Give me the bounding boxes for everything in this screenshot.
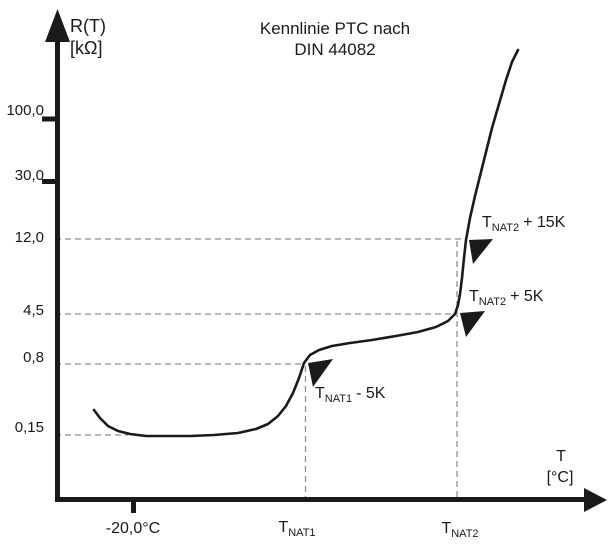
tnat1-sub: NAT1 — [288, 527, 316, 540]
ann5k-sub: NAT2 — [478, 296, 507, 309]
ann15k-base: T — [482, 214, 492, 231]
y-tick-label-4-5: 4,5 — [23, 302, 44, 319]
marker-triangle-tnat2-plus-15k — [469, 239, 493, 264]
annotation-tnat2-plus-15k: TNAT2 + 15K — [482, 214, 566, 235]
annotation-tnat2-plus-5k: TNAT2 + 5K — [469, 288, 544, 309]
annm5k-sub: NAT1 — [324, 393, 353, 406]
chart-title-line2: DIN 44082 — [294, 40, 376, 59]
ann5k-base: T — [469, 288, 479, 305]
x-axis-quantity-label: T — [556, 448, 566, 465]
x-tick-label-tnat1: TNAT1 — [232, 519, 362, 540]
chart-title-line1: Kennlinie PTC nach — [259, 19, 411, 38]
x-axis-arrow-icon — [584, 488, 607, 512]
marker-triangle-tnat1-minus-5k — [308, 359, 333, 387]
y-tick-label-0-15: 0,15 — [14, 419, 44, 436]
tnat2-base: T — [441, 520, 452, 537]
ann5k-rest: + 5K — [510, 288, 544, 305]
y-axis-quantity-label: R(T) — [70, 16, 106, 36]
x-axis-unit-label: [°C] — [546, 469, 574, 486]
annotation-tnat1-minus-5k: TNAT1- 5K — [315, 385, 386, 406]
y-axis-unit-label: [kΩ] — [70, 38, 103, 58]
tnat2-sub: NAT2 — [451, 528, 479, 541]
x-tick-label-minus20: -20,0°C — [105, 520, 161, 537]
tnat1-base: T — [278, 519, 289, 536]
ann15k-rest: + 15K — [523, 214, 566, 231]
y-axis-arrow-icon — [45, 9, 70, 42]
x-tick-label-tnat2: TNAT2 — [395, 520, 525, 541]
y-tick-label-0-8: 0,8 — [23, 349, 44, 366]
ann15k-sub: NAT2 — [491, 222, 520, 235]
y-tick-label-30: 30,0 — [14, 167, 44, 184]
ptc-curve — [92, 48, 520, 438]
y-tick-label-100: 100,0 — [6, 102, 44, 119]
marker-triangle-tnat2-plus-5k — [460, 311, 485, 337]
annm5k-base: T — [315, 385, 325, 402]
annm5k-rest: - 5K — [356, 385, 386, 402]
y-tick-label-12: 12,0 — [14, 229, 44, 246]
